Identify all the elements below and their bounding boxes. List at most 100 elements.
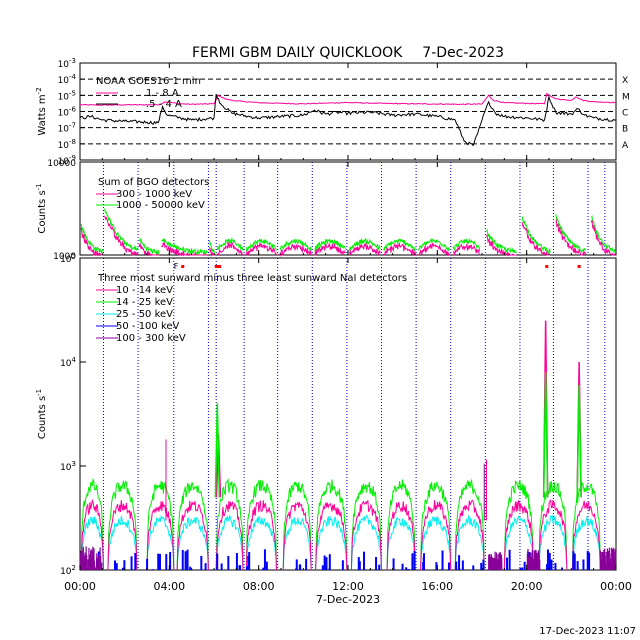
nai-series-25-50 (420, 515, 452, 571)
nai-legend-label: 100 - 300 keV (116, 333, 186, 344)
goes-y-label: Watts m-2 (35, 87, 48, 135)
nai-series-10-14 (215, 500, 244, 571)
x-tick-label: 12:00 (332, 580, 364, 593)
goes-legend-label: .5 - 4 A (146, 99, 182, 110)
y-label-text: Counts s (37, 190, 48, 233)
nai-series-25-50 (350, 514, 382, 571)
y-tick-label: 104 (60, 356, 76, 369)
y-label-exp: -1 (35, 183, 43, 190)
tick-exp: 4 (72, 356, 77, 364)
bgo-series-low (216, 241, 244, 257)
bgo-series-high (452, 237, 481, 252)
nai-series-25-50 (572, 516, 601, 571)
flare-flag-label: F (174, 262, 179, 271)
nai-series-10-14 (282, 501, 312, 571)
tick-exp: -9 (69, 154, 76, 162)
bgo-series-low (383, 242, 416, 257)
y-tick-label: 10-8 (58, 138, 76, 151)
nai-series-14-25 (572, 481, 601, 571)
bgo-series-high (555, 213, 587, 254)
tick-exp: -7 (69, 122, 76, 130)
y-label-text: Counts s (37, 396, 48, 439)
nai-series-25-50 (503, 515, 534, 571)
tick-exp: 3 (72, 460, 76, 468)
y-tick-label: 105 (60, 252, 76, 265)
bgo-series-high (209, 240, 216, 256)
bgo-series-high (314, 238, 347, 252)
bgo-series-low (80, 227, 104, 257)
tick-base: 10 (58, 92, 70, 102)
bgo-series-low (245, 242, 277, 257)
bgo-series-high (590, 214, 616, 253)
nai-series-25-50 (107, 515, 138, 571)
nai-series-14-25 (315, 479, 348, 571)
nai-series-10-14 (503, 500, 534, 571)
nai-series-14-25 (245, 479, 277, 571)
flare-spike (576, 385, 582, 498)
x-tick-label: 16:00 (421, 580, 453, 593)
nai-series-14-25 (503, 480, 534, 571)
nai-legend-label: 10 - 14 keV (116, 285, 173, 296)
tick-base: 10 (60, 567, 72, 577)
y-tick-label: 10-9 (58, 154, 76, 167)
bgo-series-high (486, 228, 518, 254)
bgo-legend-label: 300 - 1000 keV (116, 189, 192, 200)
flare-class-label: A (622, 141, 629, 151)
flare-marker (577, 265, 581, 268)
nai-series-14-25 (420, 481, 452, 571)
tick-exp: -8 (69, 138, 76, 146)
tick-base: 10 (58, 76, 70, 86)
tick-base: 10 (58, 125, 70, 135)
flare-spike (214, 403, 221, 498)
bgo-series-high (138, 238, 160, 256)
bgo-series-high (161, 237, 208, 257)
tick-base: 10 (60, 359, 72, 369)
nai-series-14-25 (176, 482, 209, 571)
y-tick-label: 10-4 (58, 73, 77, 86)
nai-series-25-50 (315, 515, 348, 571)
bgo-series-low (452, 243, 481, 256)
x-axis-label: 7-Dec-2023 (316, 593, 380, 606)
flare-class-label: C (622, 109, 628, 119)
bgo-y-label: Counts s-1 (35, 183, 48, 233)
title-text: FERMI GBM DAILY QUICKLOOK (192, 45, 403, 61)
bgo-series-low (590, 219, 616, 257)
nai-series-10-14 (176, 500, 209, 571)
goes-series-line (79, 92, 617, 106)
nai-series-14-25 (538, 481, 568, 571)
nai-legend-label: 25 - 50 keV (116, 309, 173, 320)
bgo-series-low (104, 215, 139, 256)
nai-series-25-50 (215, 514, 244, 571)
bgo-series-high (417, 237, 451, 252)
nai-series-10-14 (538, 498, 568, 571)
tick-base: 10 (58, 141, 70, 151)
nai-series-14-25 (146, 480, 175, 571)
y-tick-label: 103 (60, 460, 76, 473)
bgo-legend-label: 1000 - 50000 keV (116, 200, 205, 211)
nai-series-25-50 (80, 516, 104, 571)
flare-marker (545, 265, 549, 268)
flare-marker (218, 265, 222, 268)
bgo-series-high (521, 216, 551, 254)
flare-marker (181, 265, 185, 268)
bgo-series-low (555, 219, 587, 256)
y-label-exp: -2 (35, 87, 43, 94)
flare-spike (542, 372, 549, 498)
tick-exp: -5 (69, 89, 76, 97)
flare-marker (214, 265, 221, 268)
nai-series-10-14 (454, 499, 485, 571)
nai-series-14-25 (454, 478, 485, 571)
nai-series-10-14 (420, 500, 452, 571)
tick-exp: -6 (69, 106, 77, 114)
nai-series-25-50 (245, 515, 277, 571)
tick-base: 10 (58, 60, 70, 70)
tick-exp: -3 (69, 57, 76, 65)
y-tick-label: 102 (60, 564, 76, 577)
bgo-series-high (245, 238, 277, 252)
y-tick-label: 10-5 (58, 89, 76, 102)
title-date: 7-Dec-2023 (422, 45, 504, 61)
y-tick-label: 10-6 (58, 106, 77, 119)
